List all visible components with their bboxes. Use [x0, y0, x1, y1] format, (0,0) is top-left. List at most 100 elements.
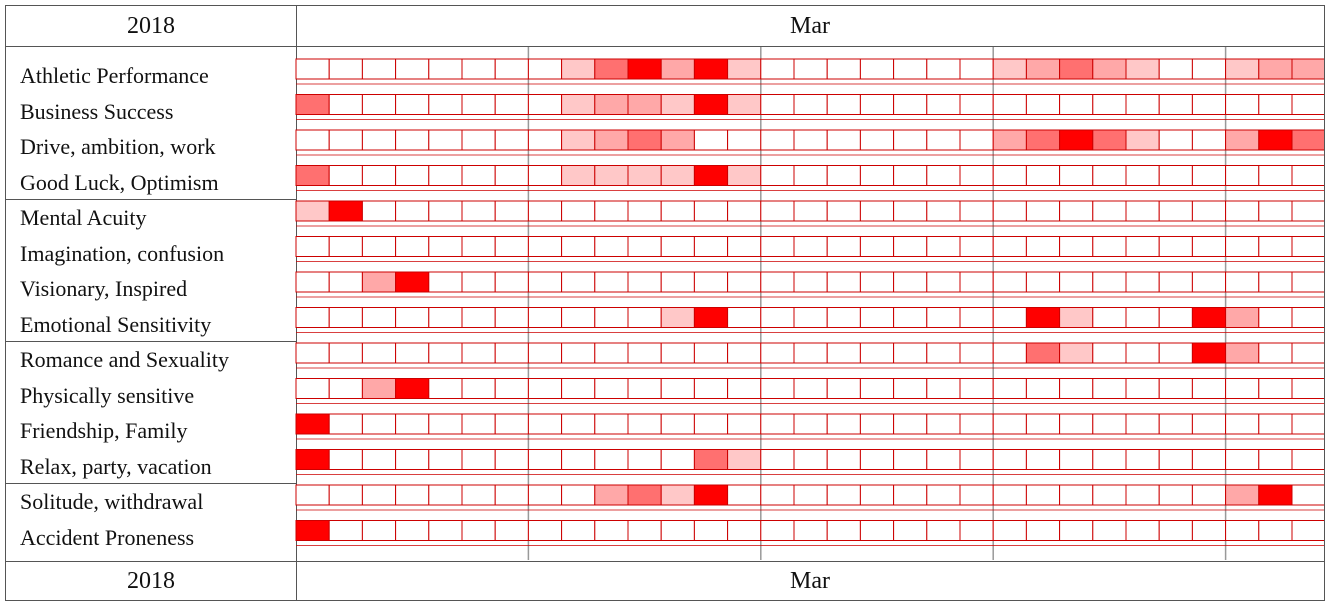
cell-solitude-withdrawal-day-1 — [295, 484, 330, 506]
cell-imagination-confusion-day-11 — [627, 236, 662, 257]
cell-mental-acuity-day-5 — [428, 200, 463, 222]
cell-solitude-withdrawal-day-30 — [1258, 484, 1293, 506]
cell-athletic-performance-day-27 — [1158, 58, 1193, 80]
cell-friendship-family-day-24 — [1059, 413, 1094, 435]
cell-visionary-inspired-day-21 — [959, 271, 994, 293]
cell-friendship-family-day-3 — [361, 413, 397, 435]
cell-athletic-performance-day-11 — [627, 58, 662, 80]
cell-visionary-inspired-day-1 — [295, 271, 330, 293]
cell-relax-party-vacation-day-20 — [926, 449, 961, 470]
cell-mental-acuity-day-22 — [992, 200, 1027, 222]
cell-friendship-family-day-17 — [826, 413, 861, 435]
cell-visionary-inspired-day-27 — [1158, 271, 1193, 293]
cell-romance-and-sexuality-day-29 — [1225, 342, 1260, 364]
cell-mental-acuity-day-20 — [926, 200, 961, 222]
cell-visionary-inspired-day-29 — [1225, 271, 1260, 293]
cell-accident-proneness-day-3 — [361, 520, 397, 541]
cell-drive-ambition-work-day-26 — [1125, 129, 1160, 151]
cell-athletic-performance-day-23 — [1025, 58, 1061, 80]
row-label-athletic-performance: Athletic Performance — [20, 63, 209, 88]
cell-relax-party-vacation-day-7 — [494, 449, 529, 470]
cell-physically-sensitive-day-31 — [1291, 378, 1324, 399]
cell-relax-party-vacation-day-13 — [693, 449, 729, 470]
cell-mental-acuity-day-26 — [1125, 200, 1160, 222]
cell-solitude-withdrawal-day-28 — [1191, 484, 1227, 506]
cell-solitude-withdrawal-day-7 — [494, 484, 529, 506]
cell-imagination-confusion-day-4 — [395, 236, 430, 257]
cell-imagination-confusion-day-21 — [959, 236, 994, 257]
cell-romance-and-sexuality-day-25 — [1092, 342, 1127, 364]
row-label-mental-acuity: Mental Acuity — [20, 205, 147, 230]
cell-romance-and-sexuality-day-15 — [760, 342, 795, 364]
cell-friendship-family-day-15 — [760, 413, 795, 435]
cell-athletic-performance-day-9 — [561, 58, 596, 80]
cell-good-luck-optimism-day-20 — [926, 165, 961, 186]
cell-athletic-performance-day-5 — [428, 58, 463, 80]
cell-friendship-family-day-11 — [627, 413, 662, 435]
cell-relax-party-vacation-day-23 — [1025, 449, 1061, 470]
cell-imagination-confusion-day-1 — [295, 236, 330, 257]
cell-emotional-sensitivity-day-7 — [494, 307, 529, 328]
footer-divider — [6, 561, 1324, 562]
cell-accident-proneness-day-23 — [1025, 520, 1061, 541]
cell-accident-proneness-day-27 — [1158, 520, 1193, 541]
cell-accident-proneness-day-14 — [727, 520, 762, 541]
cell-friendship-family-day-12 — [660, 413, 695, 435]
cell-athletic-performance-day-29 — [1225, 58, 1260, 80]
cell-relax-party-vacation-day-31 — [1291, 449, 1324, 470]
cell-drive-ambition-work-day-30 — [1258, 129, 1293, 151]
cell-emotional-sensitivity-day-18 — [859, 307, 895, 328]
cell-drive-ambition-work-day-20 — [926, 129, 961, 151]
cell-athletic-performance-day-26 — [1125, 58, 1160, 80]
cell-emotional-sensitivity-day-3 — [361, 307, 397, 328]
biorhythm-table: 2018 Mar 2018 Mar Athletic Performance B… — [5, 5, 1325, 601]
cell-physically-sensitive-day-10 — [594, 378, 629, 399]
cell-solitude-withdrawal-day-26 — [1125, 484, 1160, 506]
cell-friendship-family-day-5 — [428, 413, 463, 435]
cell-visionary-inspired-day-30 — [1258, 271, 1293, 293]
cell-romance-and-sexuality-day-9 — [561, 342, 596, 364]
cell-emotional-sensitivity-day-19 — [893, 307, 928, 328]
cell-mental-acuity-day-23 — [1025, 200, 1061, 222]
cell-physically-sensitive-day-2 — [328, 378, 363, 399]
cell-visionary-inspired-day-14 — [727, 271, 762, 293]
cell-drive-ambition-work-day-17 — [826, 129, 861, 151]
cell-relax-party-vacation-day-19 — [893, 449, 928, 470]
cell-athletic-performance-day-14 — [727, 58, 762, 80]
row-label-visionary-inspired: Visionary, Inspired — [20, 276, 188, 301]
cell-visionary-inspired-day-22 — [992, 271, 1027, 293]
cell-relax-party-vacation-day-18 — [859, 449, 895, 470]
cell-emotional-sensitivity-day-30 — [1258, 307, 1293, 328]
cell-relax-party-vacation-day-8 — [527, 449, 563, 470]
cell-relax-party-vacation-day-25 — [1092, 449, 1127, 470]
cell-physically-sensitive-day-18 — [859, 378, 895, 399]
cell-business-success-day-20 — [926, 94, 961, 115]
cell-good-luck-optimism-day-17 — [826, 165, 861, 186]
cell-drive-ambition-work-day-25 — [1092, 129, 1127, 151]
cell-romance-and-sexuality-day-21 — [959, 342, 994, 364]
cell-mental-acuity-day-14 — [727, 200, 762, 222]
cell-good-luck-optimism-day-27 — [1158, 165, 1193, 186]
cell-visionary-inspired-day-25 — [1092, 271, 1127, 293]
cell-relax-party-vacation-day-14 — [727, 449, 762, 470]
cell-imagination-confusion-day-16 — [793, 236, 828, 257]
cell-mental-acuity-day-16 — [793, 200, 828, 222]
cell-accident-proneness-day-4 — [395, 520, 430, 541]
cell-relax-party-vacation-day-26 — [1125, 449, 1160, 470]
cell-good-luck-optimism-day-22 — [992, 165, 1027, 186]
cell-emotional-sensitivity-day-4 — [395, 307, 430, 328]
cell-drive-ambition-work-day-27 — [1158, 129, 1193, 151]
cell-business-success-day-27 — [1158, 94, 1193, 115]
cell-athletic-performance-day-24 — [1059, 58, 1094, 80]
cell-romance-and-sexuality-day-27 — [1158, 342, 1193, 364]
cell-physically-sensitive-day-15 — [760, 378, 795, 399]
cell-business-success-day-6 — [461, 94, 496, 115]
cell-mental-acuity-day-10 — [594, 200, 629, 222]
cell-visionary-inspired-day-8 — [527, 271, 563, 293]
cell-friendship-family-day-4 — [395, 413, 430, 435]
cell-imagination-confusion-day-29 — [1225, 236, 1260, 257]
cell-drive-ambition-work-day-9 — [561, 129, 596, 151]
cell-business-success-day-2 — [328, 94, 363, 115]
cell-good-luck-optimism-day-19 — [893, 165, 928, 186]
cell-imagination-confusion-day-24 — [1059, 236, 1094, 257]
